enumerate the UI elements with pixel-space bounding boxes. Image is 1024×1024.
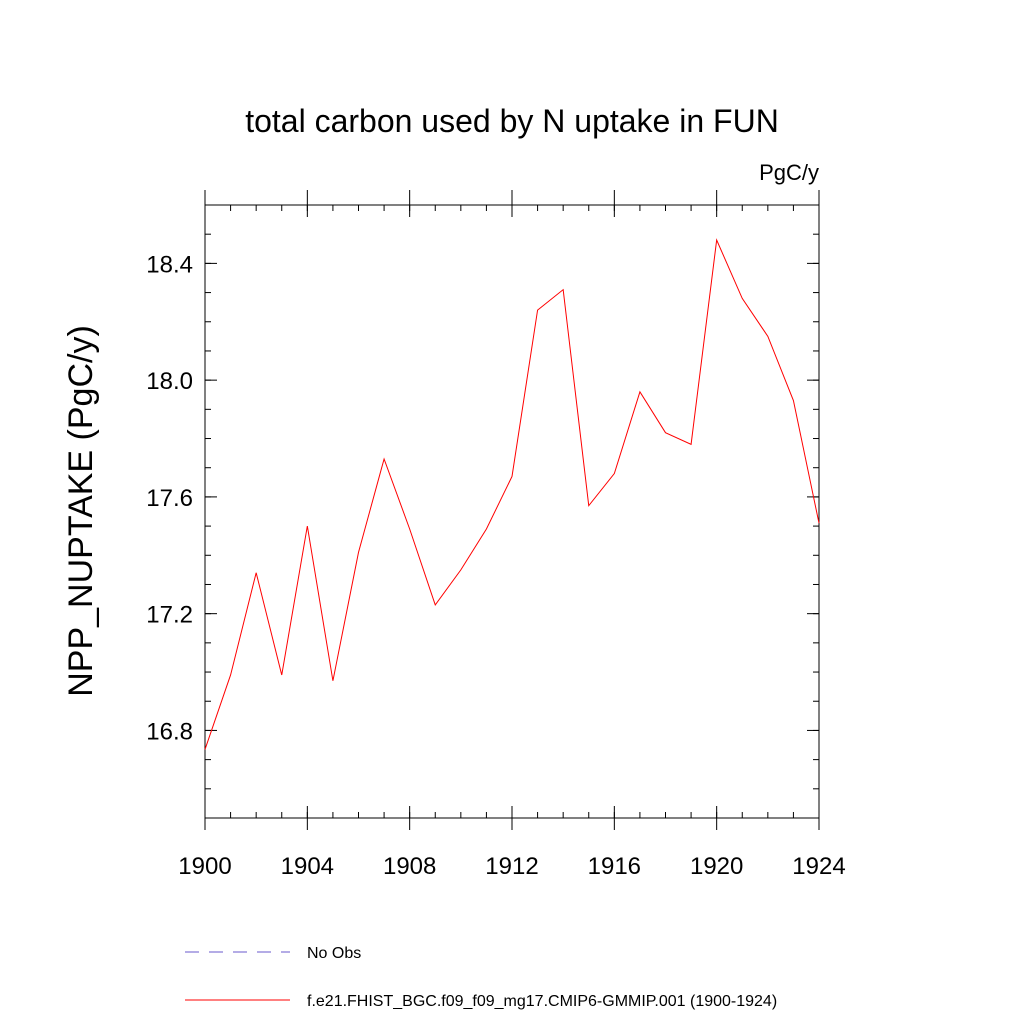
units-label: PgC/y [759,160,819,185]
x-tick-label: 1900 [178,853,231,880]
y-tick-label: 17.6 [146,485,193,512]
y-tick-label: 17.2 [146,602,193,629]
y-tick-label: 18.4 [146,251,193,278]
legend-label: f.e21.FHIST_BGC.f09_f09_mg17.CMIP6-GMMIP… [307,993,777,1010]
x-tick-label: 1916 [588,853,641,880]
plot-frame [204,204,820,819]
x-tick-label: 1904 [281,853,334,880]
x-tick-label: 1908 [383,853,436,880]
y-axis-label: NPP_NUPTAKE (PgC/y) [62,325,100,697]
chart-title: total carbon used by N uptake in FUN [245,103,779,139]
x-tick-label: 1924 [792,853,845,880]
data-line [204,238,820,750]
x-tick-label: 1920 [690,853,743,880]
y-tick-label: 16.8 [146,718,193,745]
legend-label: No Obs [307,945,361,962]
x-tick-label: 1912 [485,853,538,880]
y-tick-label: 18.0 [146,368,193,395]
